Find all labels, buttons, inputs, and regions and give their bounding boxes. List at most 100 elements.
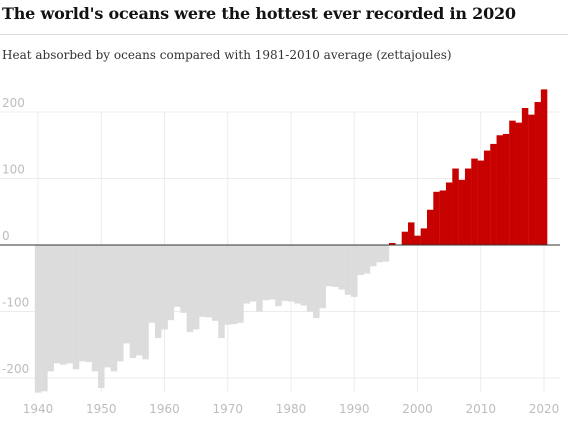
bar-1996 <box>389 243 396 245</box>
bar-1940 <box>34 245 42 393</box>
x-tick-label: 1970 <box>212 402 243 416</box>
bar-1962 <box>173 245 181 307</box>
bar-1970 <box>224 245 232 325</box>
bar-1995 <box>382 245 390 262</box>
y-tick-label: -100 <box>2 296 29 310</box>
bar-1946 <box>72 245 80 370</box>
bar-2001 <box>420 228 428 246</box>
bar-1942 <box>47 245 54 372</box>
bar-1998 <box>401 231 409 245</box>
bar-2005 <box>445 182 453 245</box>
chart-title: The world's oceans were the hottest ever… <box>2 4 516 23</box>
bar-1988 <box>338 245 345 290</box>
bar-1943 <box>53 245 61 364</box>
bar-1994 <box>376 245 383 263</box>
bar-1987 <box>332 245 339 287</box>
bar-1954 <box>123 245 130 344</box>
bar-1966 <box>199 245 206 317</box>
y-tick-label: 0 <box>2 229 10 243</box>
bar-1963 <box>180 245 187 313</box>
y-tick-label: 100 <box>2 163 25 177</box>
bar-1978 <box>275 245 282 307</box>
bar-1973 <box>243 245 251 304</box>
bar-1975 <box>256 245 263 312</box>
bar-2020 <box>540 89 548 245</box>
bar-1989 <box>344 245 352 295</box>
bar-1964 <box>186 245 194 333</box>
bar-1972 <box>237 245 244 323</box>
tick-labels: 200 100 0 -100 -200 1940 1950 1960 1970 1980 1990 2… <box>2 96 559 416</box>
bar-2011 <box>483 150 491 245</box>
bar-2010 <box>477 160 485 245</box>
x-tick-label: 2020 <box>529 402 560 416</box>
bar-2015 <box>509 120 516 245</box>
bar-1967 <box>205 245 213 318</box>
bar-1971 <box>230 245 238 325</box>
bar-1980 <box>287 245 295 302</box>
bar-1983 <box>306 245 314 312</box>
bar-1959 <box>155 245 162 339</box>
bar-2008 <box>464 168 472 245</box>
chart-subtitle: Heat absorbed by oceans compared with 19… <box>2 48 452 62</box>
bar-1992 <box>363 245 371 274</box>
bar-2016 <box>515 122 523 245</box>
bar-1985 <box>319 245 326 309</box>
bar-1949 <box>91 245 99 372</box>
x-tick-label: 1990 <box>339 402 370 416</box>
bar-1941 <box>41 245 48 392</box>
bar-1976 <box>262 245 270 301</box>
bar-2019 <box>534 102 541 245</box>
bar-1948 <box>85 245 92 363</box>
bar-1945 <box>66 245 73 364</box>
bar-1968 <box>211 245 219 321</box>
bar-1969 <box>218 245 225 339</box>
y-tick-label: 200 <box>2 96 25 110</box>
bar-1965 <box>192 245 200 330</box>
bar-1952 <box>110 245 118 372</box>
bar-1956 <box>136 245 143 356</box>
bar-2017 <box>521 108 529 245</box>
bars <box>34 89 548 393</box>
x-tick-label: 1940 <box>23 402 54 416</box>
bar-1993 <box>370 245 377 267</box>
bar-1960 <box>161 245 168 330</box>
bar-1990 <box>351 245 358 297</box>
bar-2003 <box>433 191 440 245</box>
bar-1955 <box>129 245 137 359</box>
bar-2018 <box>528 114 535 245</box>
bar-2012 <box>490 143 497 245</box>
bar-2006 <box>452 168 459 245</box>
bar-2014 <box>502 133 510 245</box>
x-tick-label: 2000 <box>402 402 433 416</box>
bar-1974 <box>249 245 257 302</box>
bar-1958 <box>148 245 156 323</box>
x-tick-label: 1960 <box>149 402 180 416</box>
bar-1944 <box>60 245 67 365</box>
bar-2000 <box>414 235 421 245</box>
bar-2007 <box>458 179 466 245</box>
bar-2013 <box>496 135 504 245</box>
x-tick-label: 1980 <box>276 402 307 416</box>
bar-1947 <box>79 245 86 362</box>
bar-1986 <box>325 245 333 287</box>
x-tick-label: 1950 <box>86 402 117 416</box>
bar-2002 <box>426 209 434 245</box>
bar-1977 <box>268 245 276 300</box>
bar-1982 <box>300 245 307 306</box>
bar-1953 <box>117 245 124 362</box>
bar-1951 <box>104 245 111 368</box>
bar-1999 <box>408 222 415 245</box>
bar-1991 <box>357 245 364 275</box>
x-tick-label: 2010 <box>465 402 496 416</box>
title-divider <box>0 34 568 35</box>
bar-1961 <box>167 245 175 321</box>
bar-1981 <box>294 245 301 304</box>
bar-2004 <box>439 190 447 245</box>
bar-1979 <box>281 245 288 301</box>
y-tick-label: -200 <box>2 362 29 376</box>
bar-1950 <box>98 245 105 388</box>
bar-1984 <box>313 245 320 319</box>
bar-2009 <box>471 158 478 245</box>
bar-1957 <box>142 245 149 360</box>
